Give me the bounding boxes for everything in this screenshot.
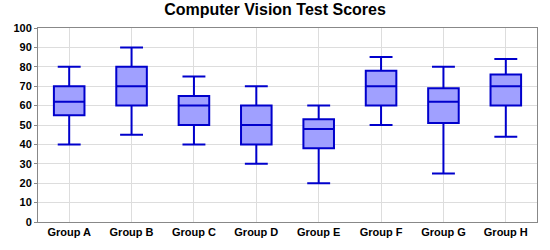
svg-text:Group H: Group H — [484, 226, 528, 238]
svg-text:70: 70 — [20, 80, 32, 92]
svg-text:Group G: Group G — [421, 226, 466, 238]
svg-text:Group B: Group B — [110, 226, 154, 238]
svg-text:90: 90 — [20, 41, 32, 53]
svg-text:50: 50 — [20, 119, 32, 131]
svg-text:20: 20 — [20, 177, 32, 189]
svg-text:Group E: Group E — [297, 226, 340, 238]
svg-text:30: 30 — [20, 158, 32, 170]
svg-text:10: 10 — [20, 196, 32, 208]
svg-text:100: 100 — [13, 22, 31, 34]
svg-text:Computer Vision Test Scores: Computer Vision Test Scores — [164, 1, 386, 18]
svg-text:Group F: Group F — [360, 226, 403, 238]
svg-text:Group A: Group A — [47, 226, 91, 238]
svg-text:Group D: Group D — [234, 226, 278, 238]
svg-text:60: 60 — [20, 99, 32, 111]
svg-text:0: 0 — [26, 216, 32, 228]
svg-text:Group C: Group C — [172, 226, 216, 238]
svg-text:80: 80 — [20, 61, 32, 73]
svg-text:40: 40 — [20, 138, 32, 150]
